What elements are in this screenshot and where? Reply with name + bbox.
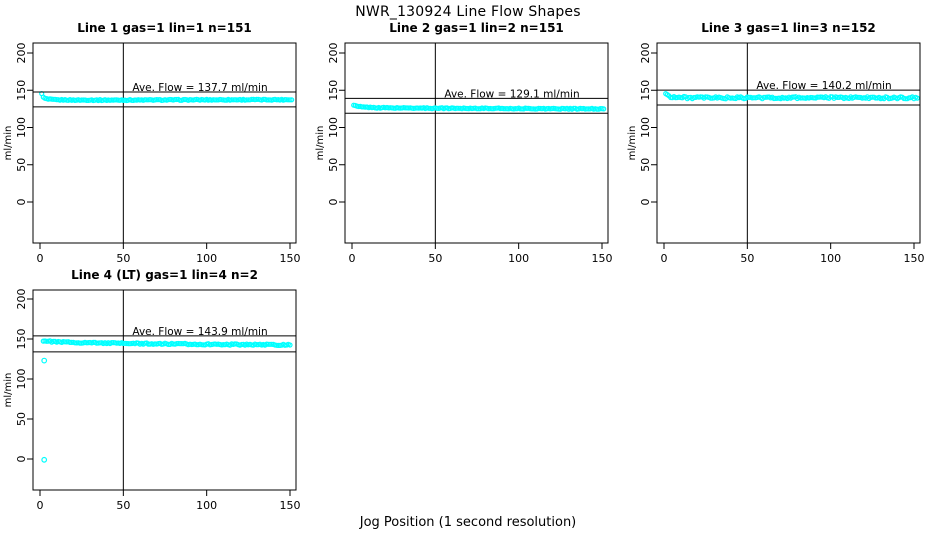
x-axis-label: Jog Position (1 second resolution) — [359, 515, 577, 530]
main-title: NWR_130924 Line Flow Shapes — [355, 4, 581, 20]
y-tick-label: 150 — [639, 80, 652, 101]
subplot-line-2-chart: Line 2 gas=1 lin=2 n=151 Ave. Flow = 129.… — [315, 21, 613, 265]
x-tick-label: 50 — [740, 252, 754, 265]
y-axis-unit-label: ml/min — [3, 373, 14, 408]
subplot-line-3-chart: Line 3 gas=1 lin=3 n=152 Ave. Flow = 140.… — [627, 21, 925, 265]
y-tick-label: 150 — [15, 329, 28, 350]
subplot-line-1-chart: Line 1 gas=1 lin=1 n=151 Ave. Flow = 137.… — [3, 21, 301, 265]
y-tick-label: 200 — [15, 43, 28, 64]
subplot-title: Line 1 gas=1 lin=1 n=151 — [77, 21, 252, 35]
x-tick-label: 150 — [904, 252, 925, 265]
outlier-point — [41, 456, 48, 463]
x-tick-label: 0 — [37, 252, 44, 265]
subplot-title: Line 2 gas=1 lin=2 n=151 — [389, 21, 564, 35]
plot-box — [32, 289, 297, 491]
y-tick-label: 0 — [15, 199, 28, 206]
x-tick-label: 100 — [196, 499, 217, 512]
plot-box — [32, 42, 297, 244]
subplot-line-2: Line 2 gas=1 lin=2 n=151 Ave. Flow = 129.… — [312, 18, 624, 280]
y-tick-label: 200 — [15, 289, 28, 310]
y-tick-label: 50 — [15, 412, 28, 426]
x-tick-label: 0 — [349, 252, 356, 265]
x-tick-label: 50 — [116, 252, 130, 265]
y-tick-label: 200 — [639, 43, 652, 64]
subplot-title: Line 3 gas=1 lin=3 n=152 — [701, 21, 876, 35]
x-tick-label: 50 — [428, 252, 442, 265]
subplot-line-4-chart: Line 4 (LT) gas=1 lin=4 n=2 Ave. Flow = 1… — [3, 268, 301, 512]
y-tick-label: 100 — [15, 369, 28, 390]
y-tick-label: 0 — [327, 199, 340, 206]
x-tick-label: 150 — [280, 252, 301, 265]
x-tick-label: 50 — [116, 499, 130, 512]
ave-flow-annotation: Ave. Flow = 137.7 ml/min — [132, 82, 267, 94]
y-axis-unit-label: ml/min — [315, 126, 326, 161]
subplot-line-3: Line 3 gas=1 lin=3 n=152 Ave. Flow = 140.… — [624, 18, 936, 280]
y-tick-label: 50 — [15, 158, 28, 172]
x-tick-label: 0 — [37, 499, 44, 512]
y-tick-label: 50 — [639, 158, 652, 172]
ave-flow-annotation: Ave. Flow = 129.1 ml/min — [444, 88, 579, 100]
subplot-title: Line 4 (LT) gas=1 lin=4 n=2 — [71, 268, 258, 282]
y-tick-label: 150 — [15, 80, 28, 101]
y-tick-label: 50 — [327, 158, 340, 172]
x-tick-label: 100 — [508, 252, 529, 265]
y-axis-unit-label: ml/min — [627, 126, 638, 161]
plot-box — [344, 42, 609, 244]
data-points — [39, 90, 295, 104]
data-points — [351, 102, 607, 112]
y-tick-label: 200 — [327, 43, 340, 64]
x-tick-label: 150 — [592, 252, 613, 265]
y-tick-label: 150 — [327, 80, 340, 101]
y-tick-label: 100 — [327, 117, 340, 138]
data-points — [663, 90, 920, 102]
y-tick-label: 0 — [639, 199, 652, 206]
x-tick-label: 150 — [280, 499, 301, 512]
ave-flow-annotation: Ave. Flow = 143.9 ml/min — [132, 326, 267, 338]
y-tick-label: 0 — [15, 456, 28, 463]
outlier-point — [41, 357, 48, 364]
subplot-line-4: Line 4 (LT) gas=1 lin=4 n=2 Ave. Flow = 1… — [0, 265, 312, 527]
plot-box — [656, 42, 921, 244]
y-axis-unit-label: ml/min — [3, 126, 14, 161]
x-tick-label: 100 — [196, 252, 217, 265]
x-tick-label: 100 — [820, 252, 841, 265]
y-tick-label: 100 — [639, 117, 652, 138]
ave-flow-annotation: Ave. Flow = 140.2 ml/min — [756, 80, 891, 92]
y-tick-label: 100 — [15, 117, 28, 138]
data-points — [40, 338, 293, 463]
x-tick-label: 0 — [661, 252, 668, 265]
subplot-line-1: Line 1 gas=1 lin=1 n=151 Ave. Flow = 137.… — [0, 18, 312, 280]
